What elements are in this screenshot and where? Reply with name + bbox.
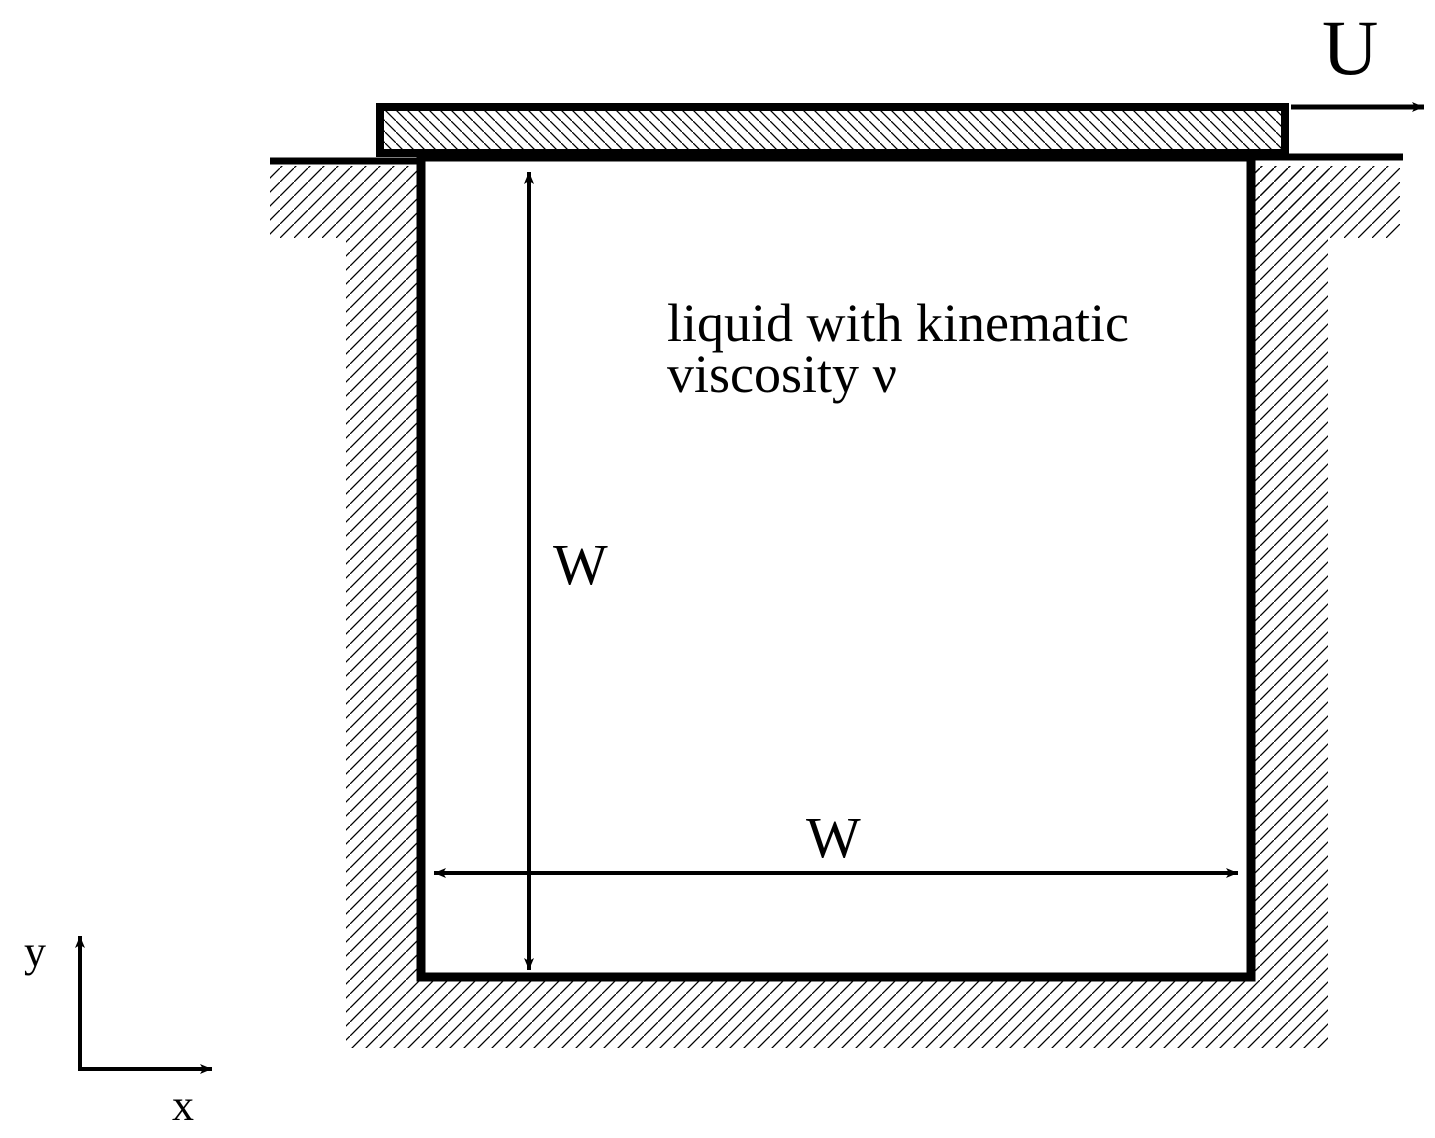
top-left-ground-hatch — [270, 166, 420, 238]
lid-velocity-label: U — [1322, 4, 1378, 91]
right-wall-hatch — [1252, 166, 1328, 978]
cavity-walls — [270, 166, 1400, 1048]
top-right-ground-hatch — [1252, 166, 1400, 238]
cavity-box — [416, 152, 1256, 982]
moving-lid — [376, 103, 1289, 157]
liquid-description-line2: viscosity ν — [667, 344, 897, 404]
liquid-description-line1: liquid with kinematic — [667, 293, 1129, 353]
x-axis-label: x — [172, 1081, 194, 1130]
coordinate-axes: y x — [24, 927, 212, 1130]
y-axis-label: y — [24, 927, 46, 976]
bottom-wall-hatch — [346, 978, 1328, 1048]
height-label: W — [553, 532, 608, 597]
width-label: W — [806, 805, 861, 870]
left-wall-hatch — [346, 238, 420, 978]
